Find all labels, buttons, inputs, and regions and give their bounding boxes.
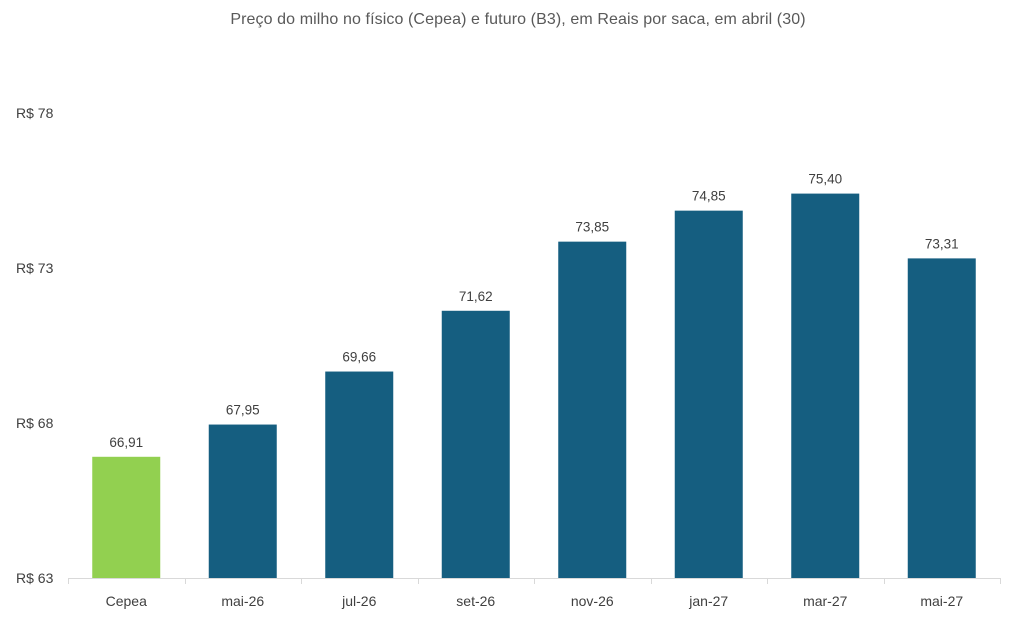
bars [92,193,976,578]
y-tick-label: R$ 78 [16,105,54,121]
x-tick-label: Cepea [106,593,147,609]
y-tick-label: R$ 73 [16,260,54,276]
x-tick-label: mai-27 [920,593,963,609]
data-label: 75,40 [808,172,842,187]
bar-jan-27 [674,210,743,578]
data-label: 74,85 [692,189,726,204]
x-tick-label: mai-26 [221,593,264,609]
data-labels: 66,91 67,95 69,66 71,62 73,85 74,85 75,40 73,31 [109,172,958,450]
x-tick-label: set-26 [456,593,495,609]
bar-mai-26 [208,424,277,578]
bar-cepea [92,456,161,578]
data-label: 66,91 [109,435,143,450]
data-label: 69,66 [342,350,376,365]
x-tick-label: mar-27 [803,593,848,609]
chart-title: Preço do milho no físico (Cepea) e futur… [230,11,806,28]
data-label: 71,62 [459,289,493,304]
y-axis: R$ 63 R$ 68 R$ 73 R$ 78 [16,105,54,586]
bar-nov-26 [558,241,627,578]
bar-mai-27 [907,258,976,578]
x-tick-label: nov-26 [571,593,614,609]
y-tick-label: R$ 68 [16,415,54,431]
data-label: 73,31 [925,236,959,251]
data-label: 67,95 [226,403,260,418]
x-axis: Cepea mai-26 jul-26 set-26 nov-26 jan-27 mar-2… [68,578,1001,609]
bar-set-26 [441,310,510,578]
y-tick-label: R$ 63 [16,570,54,586]
bar-jul-26 [325,371,394,578]
data-label: 73,85 [575,220,609,235]
bar-mar-27 [791,193,860,578]
x-tick-label: jan-27 [688,593,728,609]
x-tick-label: jul-26 [341,593,376,609]
